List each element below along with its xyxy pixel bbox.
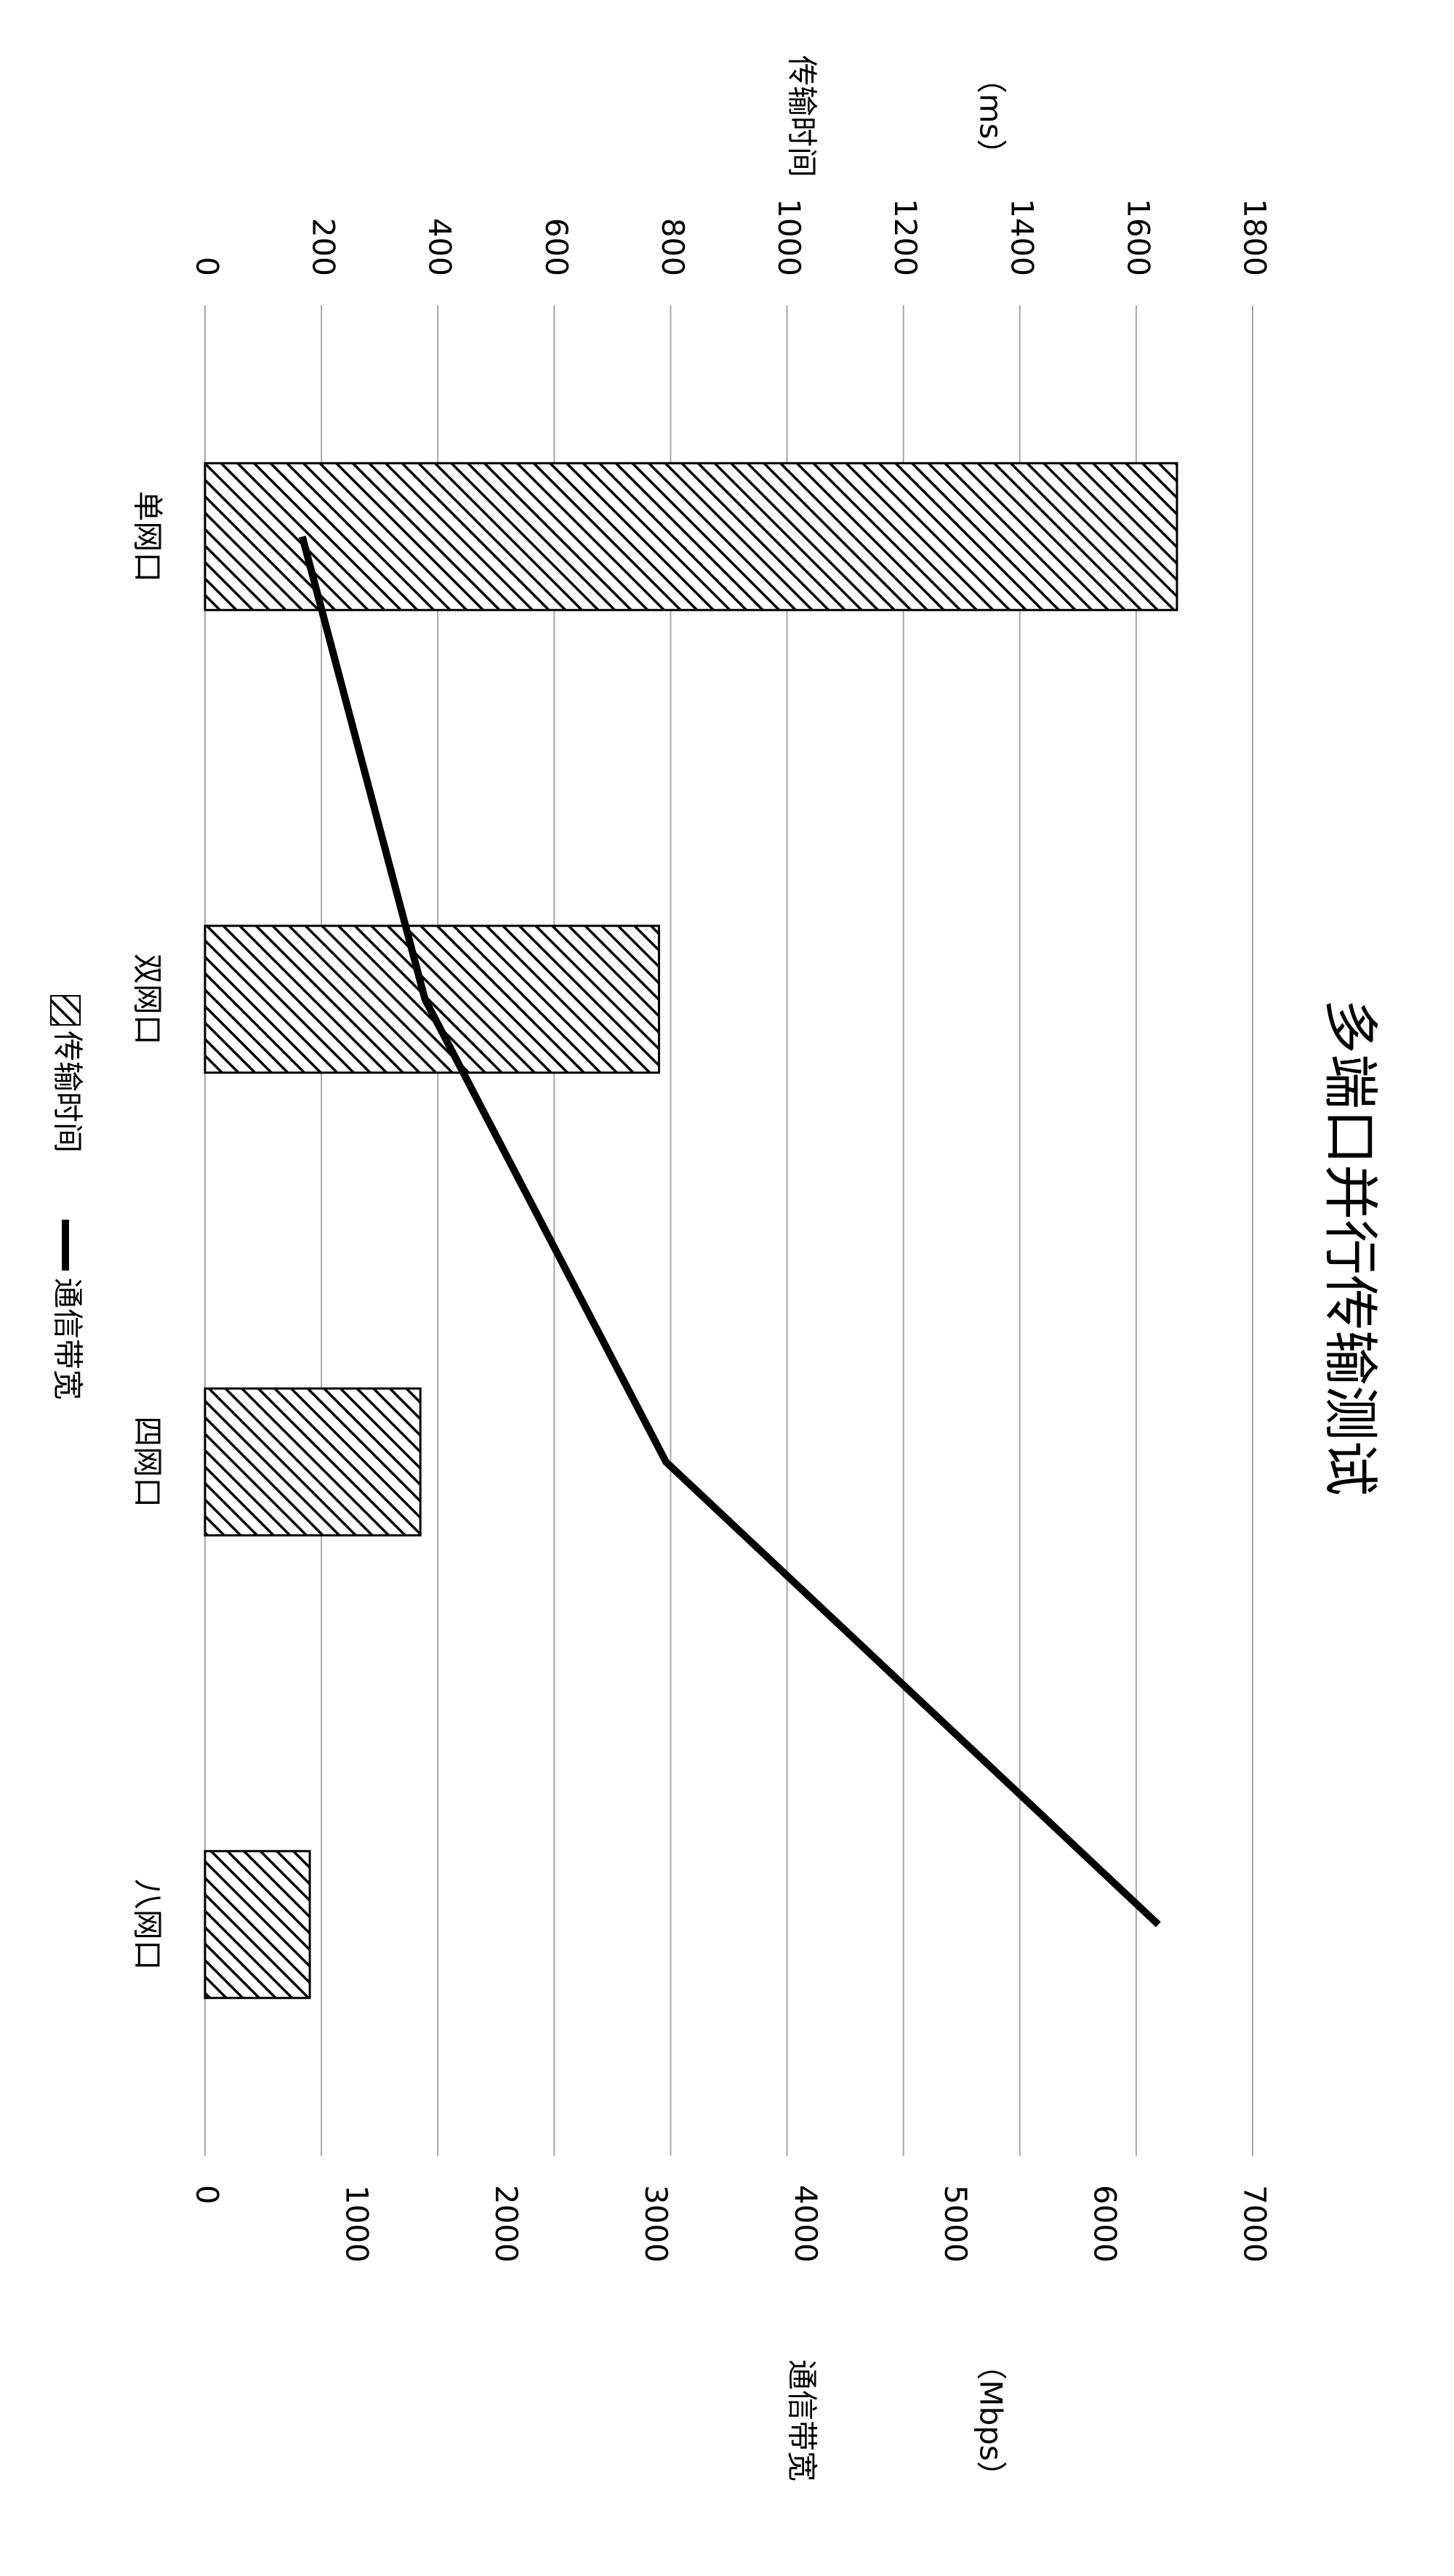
bar xyxy=(204,1387,422,1537)
y2-tick-label: 4000 xyxy=(788,2185,824,2263)
chart-title: 多端口并行传输测试 xyxy=(1318,999,1383,1496)
line xyxy=(298,535,1161,1928)
y-tick-label: 200 xyxy=(306,218,342,276)
y2-tick-label: 7000 xyxy=(1237,2185,1273,2263)
legend-label: 通信带宽 xyxy=(50,1278,86,1400)
y-tick-label: 400 xyxy=(422,218,458,276)
y2-tick-label: 1000 xyxy=(339,2185,374,2263)
legend-swatch xyxy=(50,995,81,1026)
x-tick-label: 四网口 xyxy=(130,1416,166,1508)
y-tick-label: 1800 xyxy=(1237,198,1273,276)
y2-tick-label: 5000 xyxy=(938,2185,973,2263)
y2-tick-label: 0 xyxy=(190,2185,225,2205)
y-tick-label: 1000 xyxy=(771,198,807,276)
y2-axis-title: 通信带宽 xyxy=(784,2359,820,2482)
bar xyxy=(204,462,1178,611)
y-tick-label: 600 xyxy=(539,218,574,276)
y-axis-title: 传输时间 xyxy=(784,55,820,177)
y-tick-label: 1200 xyxy=(888,198,923,276)
y-tick-label: 1400 xyxy=(1004,198,1040,276)
x-tick-label: 单网口 xyxy=(130,491,166,582)
y2-tick-label: 2000 xyxy=(489,2185,524,2263)
y2-tick-label: 6000 xyxy=(1088,2185,1123,2263)
y2-axis-unit: （Mbps） xyxy=(973,2349,1009,2491)
y2-tick-label: 3000 xyxy=(638,2185,674,2263)
y-axis-unit: （ms） xyxy=(973,63,1009,170)
y-tick-label: 1600 xyxy=(1120,198,1156,276)
y-tick-label: 0 xyxy=(190,257,225,276)
bar xyxy=(204,1850,311,2000)
x-tick-label: 双网口 xyxy=(130,954,166,1045)
x-tick-label: 八网口 xyxy=(130,1879,166,1971)
legend-label: 传输时间 xyxy=(50,1031,86,1153)
y-tick-label: 800 xyxy=(655,218,691,276)
rotated-chart: 多端口并行传输测试 （ms） 传输时间 （Mbps） 通信带宽 0 200 400 6… xyxy=(50,55,1383,2492)
bar xyxy=(204,925,660,1074)
